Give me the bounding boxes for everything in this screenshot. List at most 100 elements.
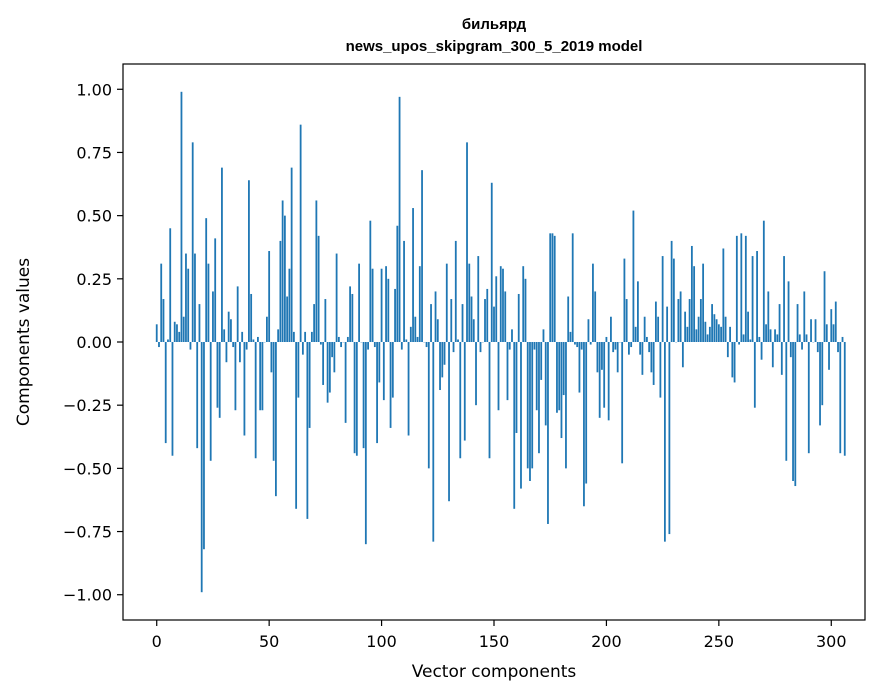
bar: [520, 342, 522, 489]
bar: [837, 342, 839, 353]
bar: [275, 342, 277, 497]
bar: [558, 342, 561, 411]
bar: [553, 235, 556, 342]
bar: [677, 299, 680, 342]
bar: [751, 256, 754, 342]
bar: [488, 342, 491, 459]
bar: [452, 342, 455, 353]
bar: [306, 342, 309, 519]
bar: [805, 334, 808, 342]
bar: [209, 342, 212, 461]
bar: [686, 326, 689, 342]
bar: [632, 210, 635, 342]
bar: [596, 342, 599, 373]
bar: [382, 342, 385, 401]
bar: [319, 342, 322, 345]
bar: [652, 342, 655, 385]
bar: [283, 215, 286, 342]
bar: [164, 342, 167, 444]
bar: [607, 342, 610, 421]
bar: [461, 304, 464, 342]
bar: [252, 339, 255, 342]
bar: [225, 342, 228, 363]
bar: [232, 342, 235, 348]
bar: [794, 342, 797, 487]
bar: [693, 266, 696, 342]
bar: [758, 336, 761, 342]
bar: [279, 240, 282, 342]
bar: [533, 342, 536, 350]
bar: [666, 306, 669, 342]
bar: [257, 336, 259, 342]
bar: [648, 342, 651, 353]
bar: [349, 286, 351, 342]
bar: [313, 304, 316, 342]
bar: [726, 342, 729, 358]
bar: [326, 342, 329, 403]
bar: [340, 342, 342, 348]
bar: [155, 324, 158, 342]
bar: [250, 293, 253, 342]
bar: [814, 319, 817, 342]
bar: [385, 266, 387, 342]
bar: [182, 316, 185, 342]
bar: [659, 342, 662, 398]
bar: [711, 304, 713, 342]
bar: [441, 342, 444, 378]
bar: [769, 329, 772, 342]
bar: [234, 342, 237, 411]
bar: [567, 296, 570, 342]
bar: [468, 263, 471, 342]
bar: [681, 342, 684, 368]
bar: [515, 342, 518, 433]
y-axis: −1.00 −0.75 −0.50 −0.25 0.00 0.25 0.50 0.75 1.00: [63, 80, 123, 605]
bar: [484, 299, 486, 342]
bar: [405, 339, 408, 342]
bar: [594, 291, 597, 342]
bar: [587, 319, 590, 342]
y-tick-label: 0.75: [76, 143, 112, 162]
bar: [324, 299, 327, 342]
bar: [353, 342, 356, 454]
bar: [661, 256, 664, 342]
bars-group: [155, 91, 846, 593]
bar: [798, 334, 801, 342]
bar: [765, 324, 767, 342]
bar: [176, 324, 178, 342]
bar: [335, 253, 338, 342]
bar: [542, 329, 545, 342]
bar: [724, 316, 727, 342]
bar: [396, 225, 399, 342]
bar: [196, 342, 199, 449]
y-tick-label: −0.25: [63, 396, 112, 415]
bar: [236, 286, 239, 342]
chart-subtitle: news_upos_skipgram_300_5_2019 model: [346, 38, 643, 55]
bar: [221, 167, 223, 342]
bar: [308, 342, 311, 428]
bar: [432, 342, 435, 542]
bar: [387, 278, 390, 342]
bar: [418, 266, 421, 342]
bar: [454, 240, 457, 342]
bar: [439, 342, 441, 391]
bar: [531, 342, 534, 469]
bar: [623, 258, 626, 342]
bar: [774, 329, 776, 342]
x-tick-label: 200: [591, 632, 622, 651]
bar: [178, 331, 181, 342]
bar: [394, 288, 396, 342]
bar: [535, 342, 538, 411]
bar: [744, 235, 747, 342]
bar: [776, 334, 779, 342]
bar: [785, 342, 788, 461]
y-tick-label: 0.25: [76, 270, 112, 289]
bar: [167, 339, 169, 342]
bar: [207, 263, 210, 342]
bar: [841, 336, 844, 342]
bar: [389, 342, 392, 428]
y-tick-label: 1.00: [76, 80, 112, 99]
bar: [477, 256, 480, 342]
bar: [479, 342, 482, 353]
bar: [194, 253, 196, 342]
